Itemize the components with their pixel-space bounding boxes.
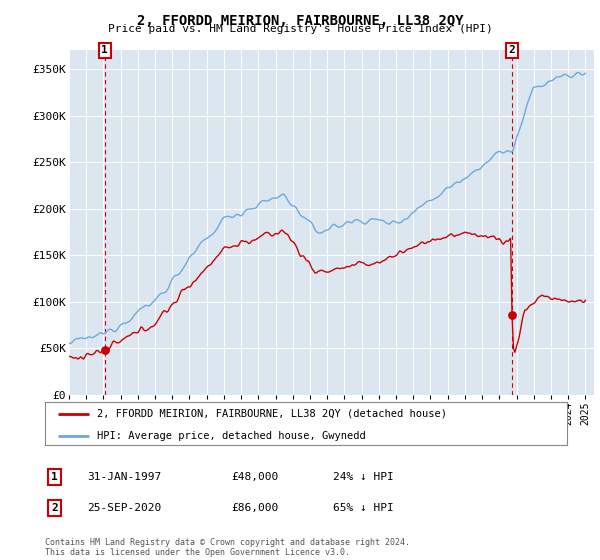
Text: 1: 1: [51, 472, 58, 482]
Text: 2, FFORDD MEIRION, FAIRBOURNE, LL38 2QY (detached house): 2, FFORDD MEIRION, FAIRBOURNE, LL38 2QY …: [97, 409, 447, 419]
Text: £48,000: £48,000: [231, 472, 278, 482]
Text: Contains HM Land Registry data © Crown copyright and database right 2024.
This d: Contains HM Land Registry data © Crown c…: [45, 538, 410, 557]
Text: HPI: Average price, detached house, Gwynedd: HPI: Average price, detached house, Gwyn…: [97, 431, 366, 441]
Text: £86,000: £86,000: [231, 503, 278, 513]
Text: 1: 1: [101, 45, 108, 55]
Text: 65% ↓ HPI: 65% ↓ HPI: [333, 503, 394, 513]
Point: [507, 310, 517, 319]
Text: 31-JAN-1997: 31-JAN-1997: [87, 472, 161, 482]
Text: Price paid vs. HM Land Registry's House Price Index (HPI): Price paid vs. HM Land Registry's House …: [107, 24, 493, 34]
Text: 25-SEP-2020: 25-SEP-2020: [87, 503, 161, 513]
Text: 24% ↓ HPI: 24% ↓ HPI: [333, 472, 394, 482]
Text: 2: 2: [51, 503, 58, 513]
Text: 2, FFORDD MEIRION, FAIRBOURNE, LL38 2QY: 2, FFORDD MEIRION, FAIRBOURNE, LL38 2QY: [137, 14, 463, 28]
Text: 2: 2: [509, 45, 515, 55]
Point: [100, 346, 110, 354]
